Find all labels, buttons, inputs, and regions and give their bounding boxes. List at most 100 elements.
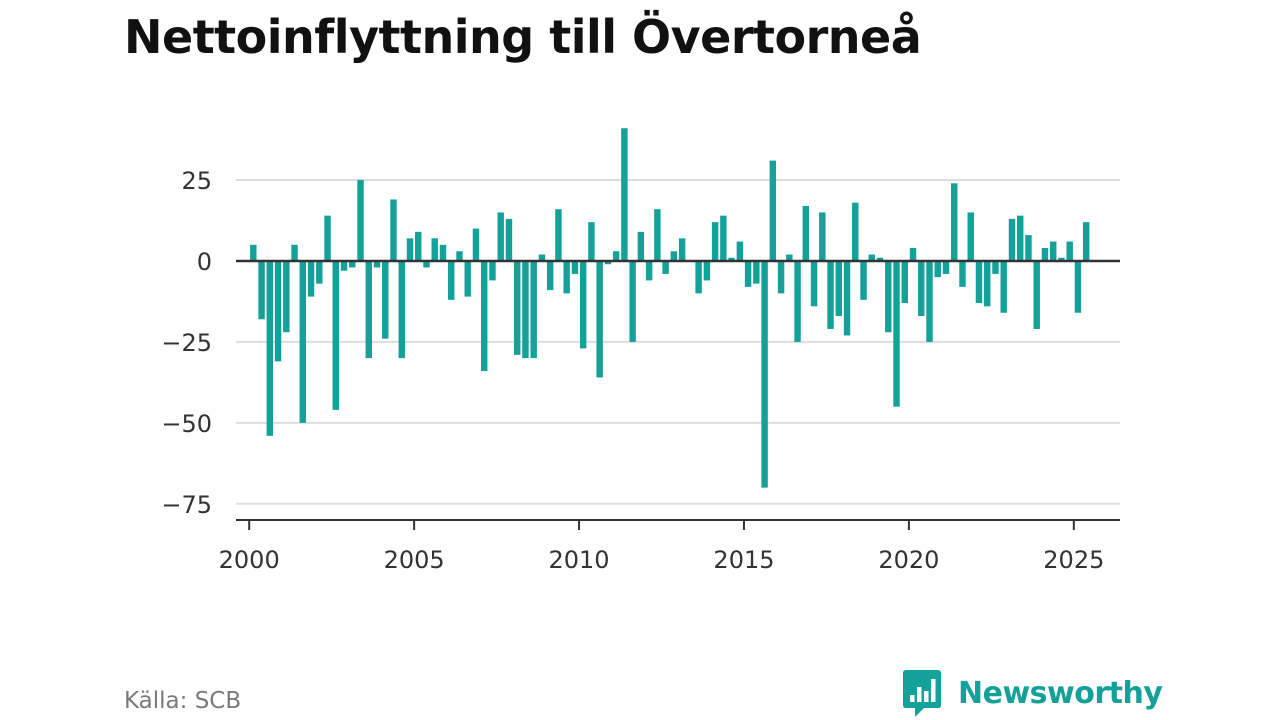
bar	[1000, 260, 1007, 313]
bar	[918, 260, 925, 317]
bar	[786, 254, 793, 261]
bar	[423, 260, 430, 268]
bar	[481, 260, 488, 372]
bar	[1082, 222, 1090, 261]
bar	[604, 260, 612, 265]
chart-title: Nettoinflyttning till Övertorneå	[124, 10, 922, 64]
bar	[340, 260, 348, 271]
bar	[744, 260, 752, 287]
bar	[563, 260, 570, 294]
bar	[654, 209, 661, 261]
bar	[645, 260, 653, 281]
bar	[258, 260, 265, 320]
bar	[621, 128, 628, 261]
bar	[1041, 248, 1049, 261]
bar	[942, 260, 950, 274]
bar	[736, 241, 744, 261]
bar	[612, 251, 620, 261]
bar	[909, 248, 917, 261]
bar	[720, 215, 727, 261]
bar	[934, 260, 941, 278]
bar	[860, 260, 867, 300]
newsworthy-logo-icon	[903, 670, 941, 717]
bar	[497, 212, 504, 261]
gridlines	[236, 179, 1120, 505]
y-axis-labels: −75 −50 −25 0 25	[161, 167, 212, 519]
bar	[637, 231, 645, 261]
bar	[876, 257, 884, 261]
bar	[777, 260, 785, 294]
bar	[711, 222, 719, 261]
bar	[959, 260, 966, 287]
bars	[250, 128, 1090, 488]
y-tick-label: −50	[161, 410, 212, 438]
bar	[382, 260, 389, 339]
bar	[596, 260, 603, 378]
bar	[505, 218, 513, 261]
bar	[1025, 235, 1032, 261]
x-tick-label: 2000	[219, 546, 280, 574]
bar	[670, 251, 678, 261]
bar	[984, 260, 991, 307]
bar	[406, 238, 414, 261]
bar	[1008, 218, 1016, 261]
bar	[513, 260, 521, 355]
bar	[1066, 241, 1073, 261]
source-note: Källa: SCB	[124, 688, 242, 714]
x-axis-ticks: 2000 2005 2010 2015 2020 2025	[219, 520, 1104, 574]
bar	[472, 228, 480, 261]
bar	[819, 212, 826, 261]
bar	[885, 260, 892, 333]
bar	[629, 260, 636, 342]
bar	[893, 260, 900, 407]
bar	[274, 260, 282, 362]
bar	[324, 215, 331, 261]
bar	[571, 260, 579, 274]
bar	[398, 260, 405, 359]
bar	[926, 260, 933, 342]
x-tick-label: 2015	[713, 546, 774, 574]
bar	[802, 205, 810, 261]
bar	[316, 260, 323, 284]
bar	[901, 260, 908, 304]
bar	[835, 260, 843, 317]
bar	[761, 260, 768, 488]
bar	[703, 260, 711, 281]
bar	[538, 254, 546, 261]
bar	[266, 260, 274, 436]
bar	[1033, 260, 1040, 329]
bar	[852, 202, 859, 261]
bar	[1058, 257, 1065, 261]
x-tick-label: 2005	[384, 546, 445, 574]
bar	[373, 260, 381, 268]
bar	[868, 254, 875, 261]
x-tick-label: 2020	[878, 546, 939, 574]
bar	[250, 244, 257, 261]
bar	[662, 260, 669, 274]
bar	[1017, 215, 1024, 261]
bar	[448, 260, 455, 300]
bar	[579, 260, 587, 349]
x-tick-label: 2010	[549, 546, 610, 574]
bar	[439, 244, 447, 261]
bar	[522, 260, 529, 359]
bar	[951, 183, 958, 261]
bar	[299, 260, 307, 423]
bar	[975, 260, 983, 304]
bar	[332, 260, 339, 410]
bar	[588, 222, 595, 261]
bar	[753, 260, 760, 284]
bar	[456, 251, 463, 261]
bar	[810, 260, 818, 307]
x-tick-label: 2025	[1043, 546, 1104, 574]
brand-logo: Newsworthy	[902, 668, 1163, 718]
bar	[769, 160, 777, 261]
bar	[431, 238, 438, 261]
bar	[530, 260, 537, 359]
bar	[489, 260, 496, 281]
bar	[464, 260, 471, 297]
bar	[1049, 241, 1057, 261]
bar	[695, 260, 702, 294]
bar	[843, 260, 851, 336]
